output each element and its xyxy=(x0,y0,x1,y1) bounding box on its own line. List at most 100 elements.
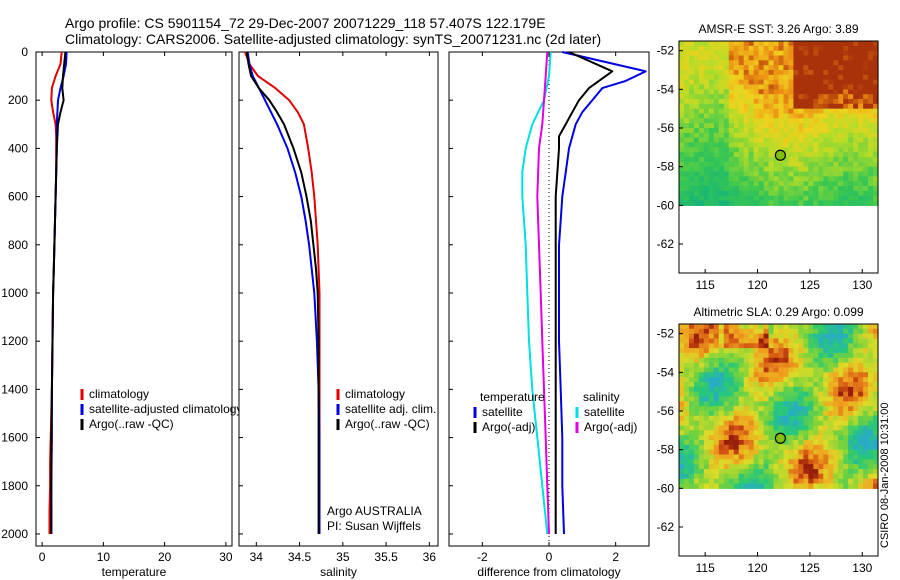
heatmap-cell xyxy=(833,328,839,335)
heatmap-cell xyxy=(773,449,780,456)
heatmap-cell xyxy=(793,386,799,393)
heatmap-cell xyxy=(698,425,705,431)
heatmap-cell xyxy=(803,343,809,349)
heatmap-cell xyxy=(873,41,879,47)
heatmap-cell xyxy=(688,377,695,383)
heatmap-cell xyxy=(798,473,804,480)
heatmap-cell xyxy=(793,420,799,427)
heatmap-cell xyxy=(843,483,849,489)
heatmap-cell xyxy=(783,152,790,158)
heatmap-cell xyxy=(753,401,760,407)
heatmap-cell xyxy=(818,84,824,90)
heatmap-cell xyxy=(708,420,715,427)
heatmap-cell xyxy=(768,444,775,451)
heatmap-cell xyxy=(688,128,695,134)
heatmap-cell xyxy=(858,123,864,129)
heatmap-cell xyxy=(758,372,765,378)
heatmap-cell xyxy=(683,161,690,168)
heatmap-cell xyxy=(733,449,740,456)
heatmap-cell xyxy=(693,200,700,206)
heatmap-cell xyxy=(718,147,725,153)
heatmap-cell xyxy=(843,396,849,402)
heatmap-cell xyxy=(758,338,765,344)
heatmap-cell xyxy=(713,328,720,335)
heatmap-cell xyxy=(763,45,770,52)
heatmap-cell xyxy=(723,435,730,441)
heatmap-cell xyxy=(758,430,765,436)
heatmap-cell xyxy=(698,152,705,158)
heatmap-cell xyxy=(733,200,740,206)
heatmap-cell xyxy=(768,454,775,460)
heatmap-cell xyxy=(873,464,879,470)
heatmap-cell xyxy=(773,372,780,378)
heatmap-cell xyxy=(793,55,799,61)
heatmap-cell xyxy=(743,415,750,422)
heatmap-cell xyxy=(733,108,740,115)
heatmap-cell xyxy=(768,161,775,168)
heatmap-cell xyxy=(758,200,765,206)
heatmap-cell xyxy=(743,401,750,407)
heatmap-cell xyxy=(828,338,834,344)
heatmap-cell xyxy=(679,166,685,173)
heatmap-cell xyxy=(733,357,740,364)
heatmap-cell xyxy=(868,94,874,100)
heatmap-cell xyxy=(798,478,804,485)
heatmap-cell xyxy=(863,396,869,402)
heatmap-cell xyxy=(683,45,690,52)
heatmap-cell xyxy=(838,478,844,485)
heatmap-cell xyxy=(688,328,695,335)
heatmap-cell xyxy=(688,478,695,485)
heatmap-cell xyxy=(688,449,695,456)
heatmap-cell xyxy=(773,444,780,451)
heatmap-cell xyxy=(679,430,685,436)
heatmap-cell xyxy=(728,65,735,71)
x-tick-label: 34 xyxy=(250,550,264,564)
series-line-climatology xyxy=(244,51,321,534)
heatmap-cell xyxy=(748,367,755,373)
heatmap-cell xyxy=(683,60,690,66)
heatmap-cell xyxy=(738,362,745,369)
heatmap-cell xyxy=(838,147,844,153)
heatmap-cell xyxy=(703,186,710,192)
heatmap-cell xyxy=(713,377,720,383)
heatmap-cell xyxy=(788,396,795,402)
heatmap-cell xyxy=(738,186,745,192)
heatmap-cell xyxy=(853,123,859,129)
heatmap-cell xyxy=(803,469,809,475)
heatmap-cell xyxy=(728,70,735,76)
heatmap-cell xyxy=(798,79,804,86)
heatmap-cell xyxy=(748,372,755,378)
heatmap-cell xyxy=(783,108,790,115)
heatmap-cell xyxy=(783,415,790,422)
heatmap-cell xyxy=(808,449,814,456)
heatmap-cell xyxy=(808,396,814,402)
heatmap-cell xyxy=(768,382,775,388)
heatmap-cell xyxy=(718,132,725,139)
heatmap-cell xyxy=(808,338,814,344)
heatmap-cell xyxy=(783,113,790,119)
heatmap-cell xyxy=(723,430,730,436)
heatmap-cell xyxy=(688,343,695,349)
heatmap-cell xyxy=(688,444,695,451)
heatmap-cell xyxy=(683,55,690,61)
heatmap-cell xyxy=(738,372,745,378)
heatmap-cell xyxy=(853,200,859,206)
heatmap-cell xyxy=(793,391,799,398)
heatmap-cell xyxy=(679,464,685,470)
heatmap-cell xyxy=(798,391,804,398)
heatmap-cell xyxy=(679,372,685,378)
heatmap-cell xyxy=(798,152,804,158)
heatmap-cell xyxy=(818,123,824,129)
heatmap-cell xyxy=(788,401,795,407)
heatmap-cell xyxy=(858,333,864,340)
heatmap-cell xyxy=(843,70,849,76)
heatmap-cell xyxy=(693,353,700,359)
heatmap-cell xyxy=(828,161,834,168)
heatmap-cell xyxy=(843,41,849,47)
heatmap-cell xyxy=(813,459,819,465)
heatmap-cell xyxy=(773,353,780,359)
heatmap-cell xyxy=(703,357,710,364)
heatmap-cell xyxy=(853,84,859,90)
heatmap-cell xyxy=(718,152,725,158)
heatmap-cell xyxy=(833,473,839,480)
